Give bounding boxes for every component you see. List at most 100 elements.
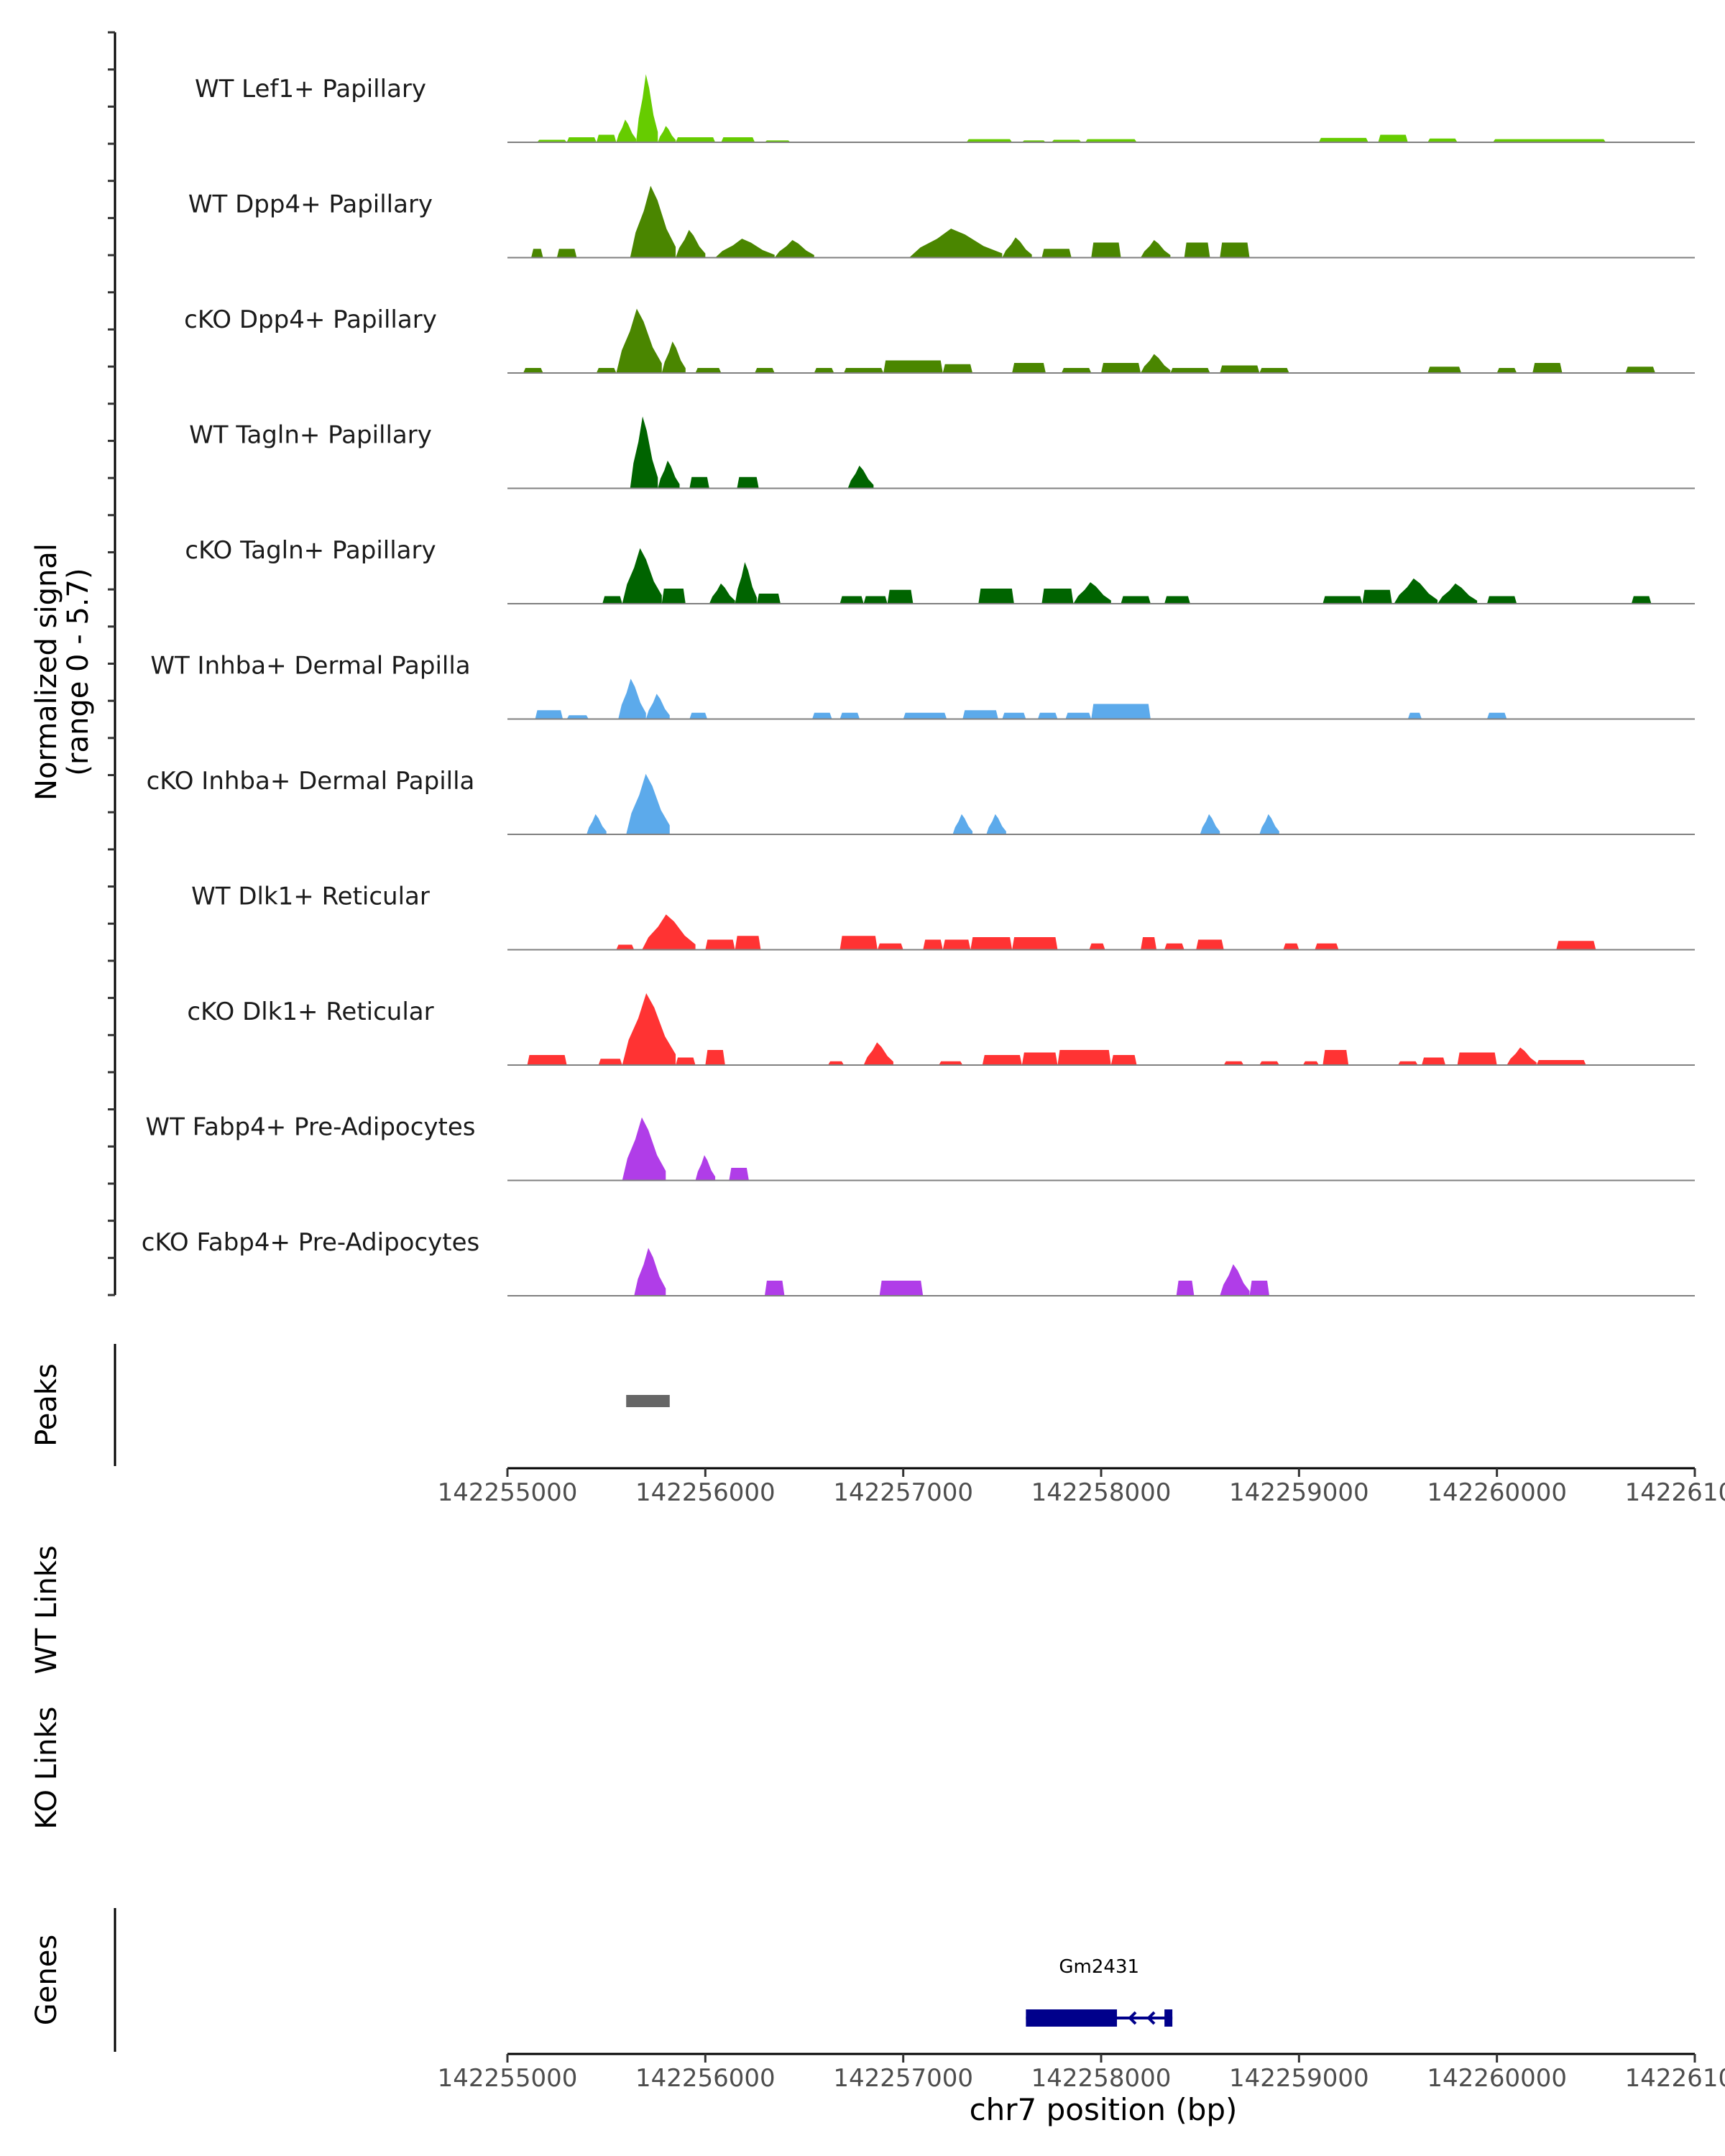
coverage-peak xyxy=(1065,712,1092,719)
strand-arrow xyxy=(1146,2011,1156,2025)
coverage-peak xyxy=(1631,596,1652,604)
wt-links-label: WT Links xyxy=(30,1545,63,1674)
coverage-peak xyxy=(705,1049,725,1065)
ko-links-label: KO Links xyxy=(30,1707,63,1830)
coverage-peak xyxy=(630,185,676,258)
coverage-peak xyxy=(622,548,662,604)
coverage-peak xyxy=(715,239,775,258)
track-label: WT Fabp4+ Pre-Adipocytes xyxy=(146,1113,476,1142)
coverage-peak xyxy=(1220,365,1260,373)
track-label: cKO Dpp4+ Papillary xyxy=(184,305,437,334)
genes-track-label: Genes xyxy=(30,1935,63,2025)
track-4: cKO Tagln+ Papillary xyxy=(185,536,1695,604)
track-label: WT Inhba+ Dermal Papilla xyxy=(150,652,470,681)
coverage-peak xyxy=(616,944,635,950)
coverage-peak xyxy=(1200,814,1220,834)
x-tick-label: 142261000 xyxy=(1625,2064,1725,2093)
track-10: cKO Fabp4+ Pre-Adipocytes xyxy=(142,1228,1695,1296)
track-6: cKO Inhba+ Dermal Papilla xyxy=(147,767,1695,835)
coverage-peak xyxy=(626,773,670,834)
x-tick-label: 142256000 xyxy=(635,2064,776,2093)
coverage-peak xyxy=(634,1248,666,1296)
coverage-peak xyxy=(756,593,781,604)
coverage-peak xyxy=(1220,1264,1250,1296)
coverage-peak xyxy=(616,119,636,142)
coverage-peak xyxy=(689,476,709,489)
x-tick-label: 142257000 xyxy=(833,1478,973,1507)
coverage-peak xyxy=(616,308,662,373)
coverage-peak xyxy=(645,694,670,719)
coverage-peak xyxy=(840,596,864,604)
coverage-peak xyxy=(661,341,686,373)
x-tick-label: 142255000 xyxy=(438,2064,578,2093)
coverage-peak xyxy=(695,1155,716,1181)
coverage-peak xyxy=(661,588,686,604)
track-label: WT Dpp4+ Papillary xyxy=(188,190,433,219)
coverage-peak xyxy=(1398,1061,1418,1065)
coverage-peak xyxy=(709,583,735,604)
coverage-peak xyxy=(695,367,722,373)
coverage-peak xyxy=(840,712,860,719)
coverage-peak xyxy=(1085,139,1137,142)
coverage-peak xyxy=(942,364,973,373)
coverage-peak xyxy=(1164,943,1184,950)
coverage-peak xyxy=(689,712,708,719)
coverage-peak xyxy=(531,249,543,258)
coverage-peak xyxy=(883,360,943,373)
coverage-peak xyxy=(1249,1280,1270,1296)
coverage-peak xyxy=(1302,1061,1319,1065)
coverage-peak xyxy=(1486,712,1507,719)
coverage-peak xyxy=(1141,936,1157,950)
track-3: WT Tagln+ Papillary xyxy=(189,416,1695,489)
coverage-peak xyxy=(1002,237,1032,258)
x-tick-label: 142257000 xyxy=(833,2064,973,2093)
coverage-peak xyxy=(721,137,755,142)
y-axis-subtitle: (range 0 - 5.7) xyxy=(62,568,95,775)
coverage-peak xyxy=(1362,589,1392,604)
track-8: cKO Dlk1+ Reticular xyxy=(187,993,1695,1066)
gene-name: Gm2431 xyxy=(1059,1956,1139,1978)
coverage-peak xyxy=(1493,139,1606,142)
track-1: WT Dpp4+ Papillary xyxy=(188,185,1695,259)
coverage-peak xyxy=(556,249,577,258)
coverage-peak xyxy=(962,710,998,719)
coverage-peak xyxy=(844,367,884,373)
coverage-peak xyxy=(1170,367,1210,373)
coverage-peak xyxy=(1438,583,1478,604)
coverage-peak xyxy=(737,476,759,489)
coverage-peak xyxy=(903,712,947,719)
coverage-peak xyxy=(1073,582,1111,604)
coverage-peak xyxy=(1184,242,1210,258)
coverage-peak xyxy=(812,712,832,719)
x-tick-label: 142258000 xyxy=(1031,2064,1172,2093)
coverage-peak xyxy=(676,229,706,258)
coverage-peak xyxy=(1259,367,1289,373)
coverage-peak xyxy=(1176,1280,1195,1296)
y-axis-title: Normalized signal xyxy=(30,543,63,801)
coverage-peak xyxy=(1220,242,1250,258)
coverage-peak xyxy=(1486,596,1517,604)
strand-arrow xyxy=(1128,2011,1137,2025)
coverage-peak xyxy=(1196,939,1224,950)
coverage-peak xyxy=(1041,588,1074,604)
track-9: WT Fabp4+ Pre-Adipocytes xyxy=(146,1113,1695,1181)
x-tick-label: 142260000 xyxy=(1427,1478,1567,1507)
coverage-peak xyxy=(863,596,888,604)
coverage-peak xyxy=(729,1167,749,1181)
coverage-peak xyxy=(1556,941,1596,950)
coverage-peak xyxy=(1407,712,1422,719)
coverage-peak xyxy=(1427,138,1458,142)
x-tick-label: 142259000 xyxy=(1229,2064,1369,2093)
coverage-peak xyxy=(1012,362,1046,373)
track-label: WT Tagln+ Papillary xyxy=(189,421,432,450)
coverage-peak xyxy=(982,1054,1022,1065)
coverage-peak xyxy=(705,939,735,950)
coverage-peak xyxy=(622,993,676,1065)
coverage-peak xyxy=(596,134,617,142)
coverage-peak xyxy=(1089,943,1105,950)
coverage-axis-ticks xyxy=(108,31,115,1296)
track-label: WT Dlk1+ Reticular xyxy=(191,883,430,911)
coverage-peak xyxy=(1037,712,1058,719)
coverage-peak xyxy=(1625,367,1655,373)
peaks-track-label: Peaks xyxy=(30,1363,63,1447)
